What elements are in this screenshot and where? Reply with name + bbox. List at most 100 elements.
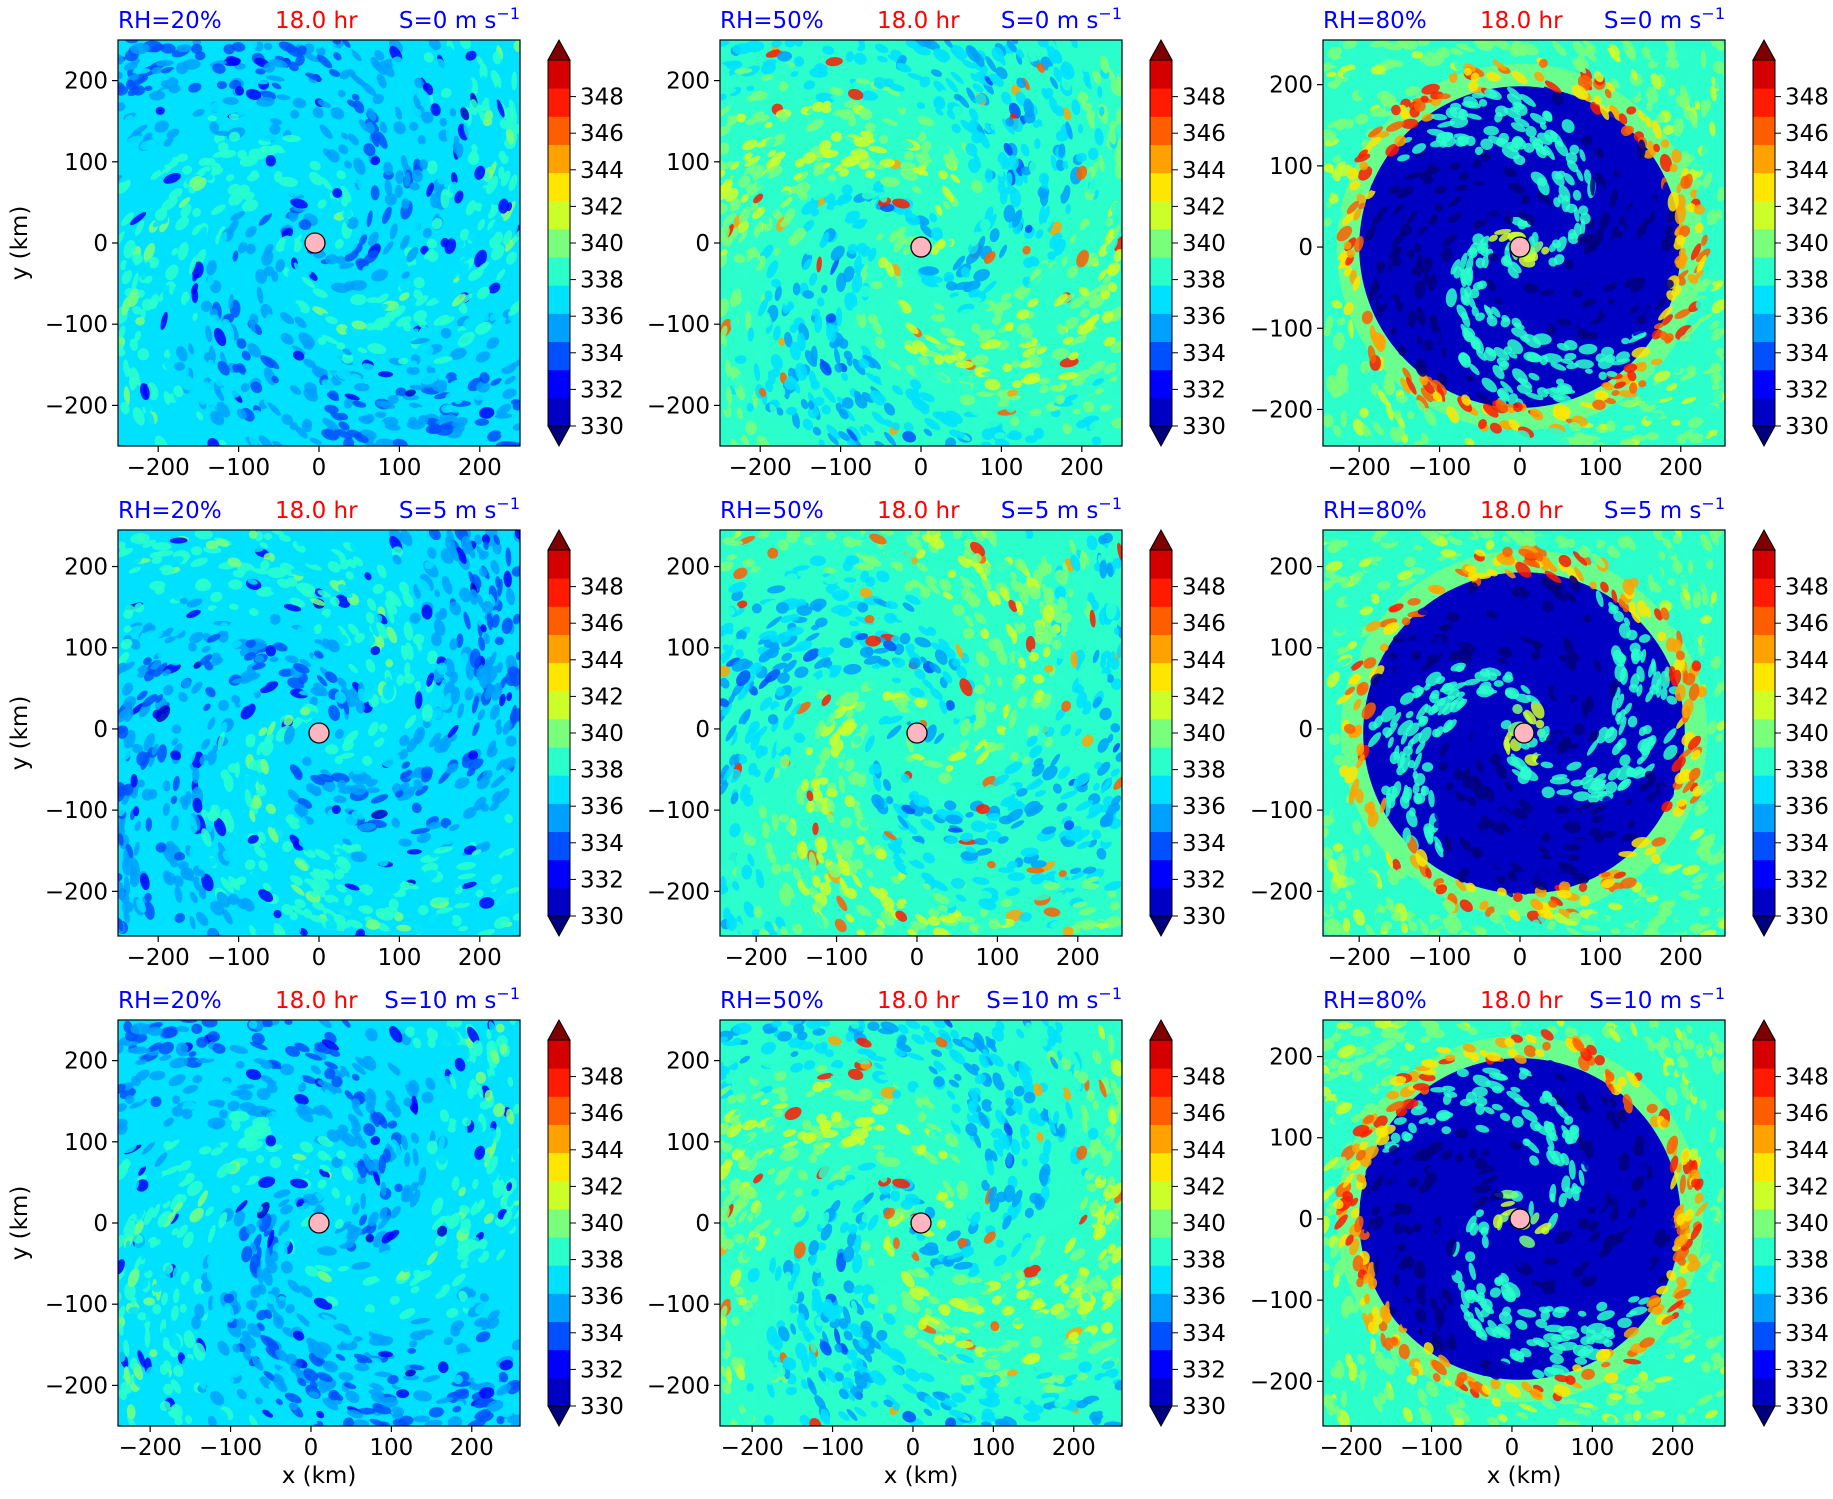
y-tick-label: 200 xyxy=(666,1049,710,1075)
panel-5: −200 −100 0 100 200 200 100 0 −100 −200 RH=50% 18.0… xyxy=(647,494,1226,971)
colorbar-segment xyxy=(1753,606,1775,635)
colorbar-extend-max xyxy=(1752,528,1776,551)
y-tick-label: 0 xyxy=(1298,235,1313,261)
colorbar-segment xyxy=(1150,313,1172,343)
colorbar-segment xyxy=(1150,1349,1172,1379)
colorbar-tick-label: 340 xyxy=(580,721,624,747)
colorbar-tick-label: 330 xyxy=(1182,1394,1226,1420)
panel-title-time: 18.0 hr xyxy=(275,498,358,524)
x-tick-label: 100 xyxy=(975,945,1019,971)
colorbar: 348 346 344 342 340 338 336 334 332 330 xyxy=(1752,1018,1829,1428)
colorbar-segment xyxy=(1150,285,1172,314)
plot-frame xyxy=(1322,529,1726,937)
colorbar-segment xyxy=(1753,718,1775,748)
colorbar-extend-min xyxy=(1149,915,1173,938)
x-tick-label: 200 xyxy=(1659,455,1703,481)
colorbar-segment xyxy=(1753,257,1775,286)
colorbar-tick-label: 342 xyxy=(1785,194,1829,220)
colorbar-segment xyxy=(548,831,570,861)
colorbar-segment xyxy=(548,341,570,371)
colorbar-tick-label: 342 xyxy=(1785,1174,1829,1200)
colorbar-segment xyxy=(1753,397,1775,427)
x-tick-label: 0 xyxy=(312,455,327,481)
x-tick-label: 200 xyxy=(458,945,502,971)
y-tick-label: −200 xyxy=(647,879,710,905)
colorbar-tick-label: 330 xyxy=(580,414,624,440)
y-tick-label: −100 xyxy=(45,312,108,338)
panel-title-shear: S=0 m s−1 xyxy=(399,4,520,34)
colorbar-tick-label: 340 xyxy=(580,1211,624,1237)
colorbar-segment xyxy=(548,172,570,202)
colorbar-tick-label: 344 xyxy=(1182,1138,1226,1164)
colorbar-segment xyxy=(548,1180,570,1210)
colorbar-tick-label: 344 xyxy=(580,648,624,674)
colorbar-segment xyxy=(548,803,570,833)
panel-title-time: 18.0 hr xyxy=(877,8,960,34)
colorbar-segment xyxy=(548,747,570,776)
colorbar-segment xyxy=(1753,1208,1775,1238)
x-tick-label: 100 xyxy=(377,945,421,971)
colorbar-segment xyxy=(1150,116,1172,145)
y-tick-label: 0 xyxy=(1298,717,1313,743)
colorbar-tick-label: 330 xyxy=(580,1394,624,1420)
colorbar-tick-label: 342 xyxy=(1182,1174,1226,1200)
colorbar-segment xyxy=(1753,313,1775,343)
colorbar-segment xyxy=(1753,1124,1775,1154)
x-tick-label: 100 xyxy=(979,455,1023,481)
colorbar-tick-label: 338 xyxy=(1182,758,1226,784)
colorbar-extend-min xyxy=(1752,425,1776,448)
colorbar-segment xyxy=(548,200,570,230)
colorbar-segment xyxy=(1150,775,1172,804)
colorbar: 348 346 344 342 340 338 336 334 332 330 xyxy=(1752,528,1829,938)
colorbar-tick-label: 340 xyxy=(1785,1211,1829,1237)
x-tick-label: 0 xyxy=(910,945,925,971)
colorbar-segment xyxy=(548,257,570,286)
y-tick-label: 100 xyxy=(64,1130,108,1156)
colorbar-tick-label: 338 xyxy=(580,758,624,784)
panel-2: −200 −100 0 100 200 200 100 0 −100 −200 RH=50% 18.0… xyxy=(647,4,1226,481)
colorbar-segment xyxy=(1150,1293,1172,1323)
x-tick-label: −200 xyxy=(119,1435,182,1461)
colorbar-tick-label: 342 xyxy=(580,684,624,710)
x-axis-label: x (km) xyxy=(282,1463,357,1489)
colorbar-tick-label: 344 xyxy=(1182,648,1226,674)
colorbar-tick-label: 342 xyxy=(580,1174,624,1200)
storm-center-marker xyxy=(906,722,928,744)
colorbar-extend-max xyxy=(547,1018,571,1041)
theta-e-field xyxy=(720,1020,1122,1426)
colorbar-tick-label: 334 xyxy=(580,1321,624,1347)
panel-title-shear: S=5 m s−1 xyxy=(1001,494,1122,524)
colorbar: 348 346 344 342 340 338 336 334 332 330 xyxy=(547,38,624,448)
y-tick-label: 200 xyxy=(64,69,108,95)
x-tick-label: 0 xyxy=(906,1435,921,1461)
colorbar-tick-label: 334 xyxy=(1182,831,1226,857)
colorbar-tick-label: 348 xyxy=(1785,575,1829,601)
plot-frame xyxy=(1322,39,1726,447)
colorbar-segment xyxy=(1753,1040,1775,1069)
y-tick-label: 100 xyxy=(666,636,710,662)
colorbar-segment xyxy=(1150,1068,1172,1097)
colorbar-extend-max xyxy=(1752,38,1776,61)
x-tick-label: 0 xyxy=(304,1435,319,1461)
colorbar-tick-label: 336 xyxy=(1785,794,1829,820)
colorbar-segment xyxy=(548,634,570,664)
colorbar-segment xyxy=(1150,397,1172,427)
panel-title-rh: RH=50% xyxy=(720,988,824,1014)
colorbar-segment xyxy=(548,606,570,635)
colorbar-segment xyxy=(548,1265,570,1294)
colorbar-segment xyxy=(548,1208,570,1238)
colorbar-segment xyxy=(548,369,570,399)
colorbar-segment xyxy=(1150,550,1172,579)
colorbar-tick-label: 338 xyxy=(1785,758,1829,784)
colorbar-tick-label: 338 xyxy=(580,1248,624,1274)
colorbar-segment xyxy=(1753,747,1775,776)
y-tick-label: −100 xyxy=(1250,1288,1313,1314)
y-axis-label: y (km) xyxy=(7,696,33,771)
colorbar-segment xyxy=(1753,60,1775,89)
storm-center-marker xyxy=(910,1212,932,1234)
colorbar-tick-label: 330 xyxy=(580,904,624,930)
colorbar-segment xyxy=(1753,662,1775,692)
y-tick-label: −200 xyxy=(647,1373,710,1399)
colorbar-segment xyxy=(1150,369,1172,399)
colorbar-tick-label: 340 xyxy=(1182,231,1226,257)
